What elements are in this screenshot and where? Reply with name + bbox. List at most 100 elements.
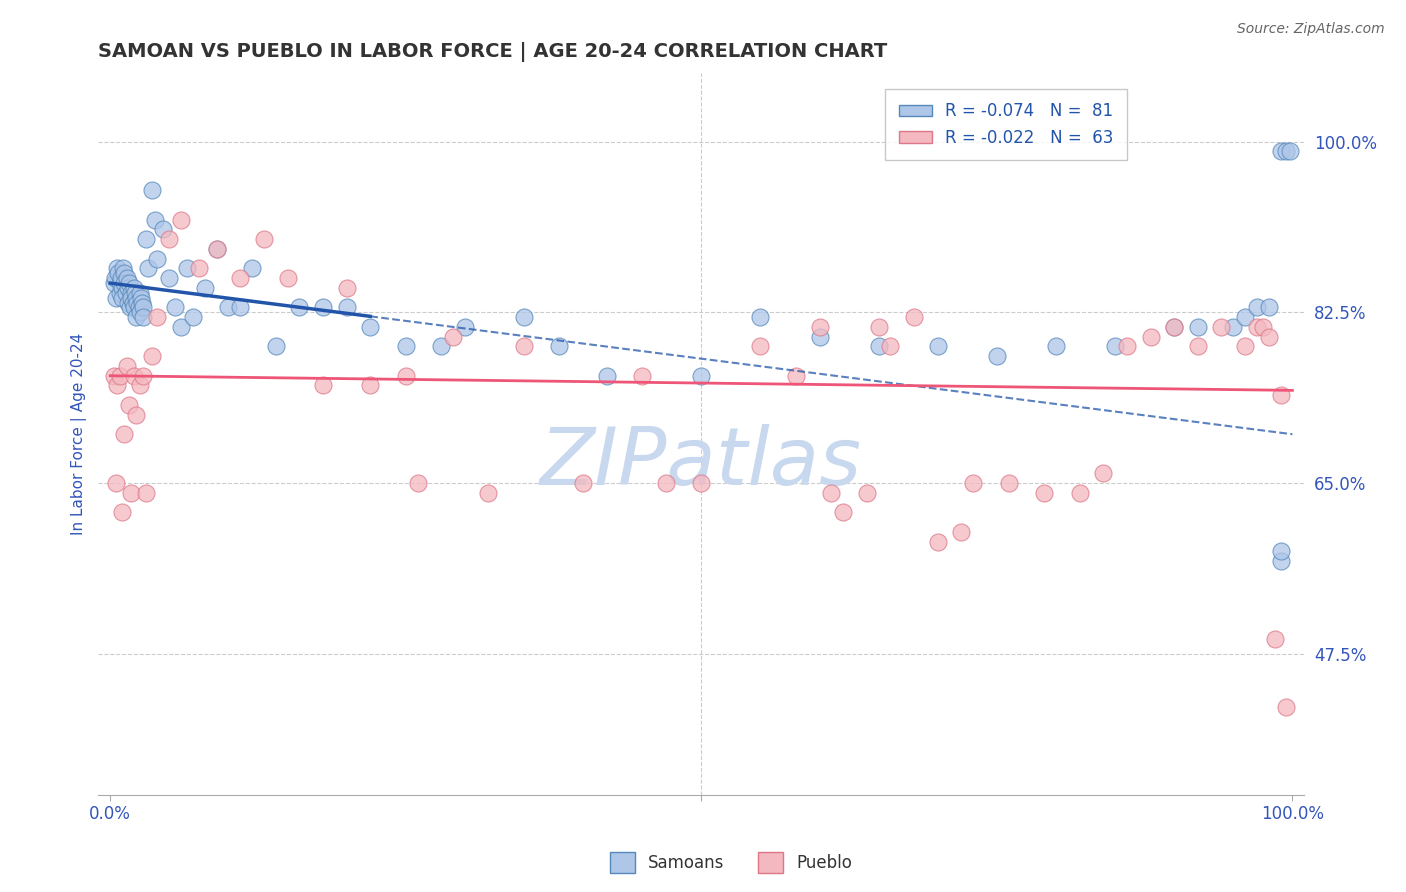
Point [105, 475, 128, 490]
Point [1270, 544, 1292, 558]
Point [336, 301, 359, 315]
Point [143, 212, 166, 227]
Point [117, 281, 139, 295]
Point [217, 301, 239, 315]
Point [1187, 339, 1209, 353]
Point [108, 276, 131, 290]
Point [105, 378, 128, 392]
Point [132, 310, 155, 325]
Point [108, 368, 131, 383]
Point [820, 485, 842, 500]
Point [105, 291, 128, 305]
Point [1222, 320, 1244, 334]
Point [112, 266, 135, 280]
Point [1163, 320, 1185, 334]
Point [120, 301, 142, 315]
Point [118, 398, 141, 412]
Point [513, 310, 536, 325]
Point [103, 368, 125, 383]
Point [112, 427, 135, 442]
Point [125, 291, 148, 305]
Point [112, 261, 135, 276]
Point [104, 271, 127, 285]
Point [152, 222, 174, 236]
Point [808, 320, 831, 334]
Point [395, 339, 418, 353]
Point [253, 232, 276, 246]
Point [112, 276, 135, 290]
Point [903, 310, 925, 325]
Point [131, 295, 153, 310]
Point [1033, 485, 1056, 500]
Point [1264, 632, 1286, 646]
Point [1234, 310, 1257, 325]
Point [110, 271, 132, 285]
Text: Source: ZipAtlas.com: Source: ZipAtlas.com [1237, 22, 1385, 37]
Point [548, 339, 571, 353]
Point [128, 378, 150, 392]
Point [128, 301, 150, 315]
Point [121, 295, 143, 310]
Point [146, 252, 169, 266]
Point [477, 485, 499, 500]
Point [127, 295, 149, 310]
Point [135, 485, 157, 500]
Point [1092, 467, 1115, 481]
Point [359, 320, 381, 334]
Point [120, 291, 142, 305]
Point [136, 261, 159, 276]
Point [1279, 145, 1302, 159]
Point [690, 475, 713, 490]
Point [1163, 320, 1185, 334]
Point [1257, 329, 1279, 343]
Point [111, 281, 134, 295]
Point [749, 310, 772, 325]
Point [181, 310, 204, 325]
Point [122, 281, 145, 295]
Point [120, 285, 142, 300]
Point [1069, 485, 1091, 500]
Point [288, 301, 311, 315]
Point [115, 359, 138, 373]
Point [176, 261, 198, 276]
Point [111, 505, 134, 519]
Point [276, 271, 298, 285]
Point [157, 232, 180, 246]
Point [927, 339, 949, 353]
Point [572, 475, 595, 490]
Point [1257, 301, 1279, 315]
Point [655, 475, 678, 490]
Point [596, 368, 619, 383]
Point [1275, 700, 1298, 714]
Point [122, 368, 145, 383]
Point [631, 368, 654, 383]
Point [832, 505, 855, 519]
Point [868, 320, 890, 334]
Point [808, 329, 831, 343]
Y-axis label: In Labor Force | Age 20-24: In Labor Force | Age 20-24 [72, 333, 87, 535]
Point [1115, 339, 1137, 353]
Point [170, 320, 193, 334]
Point [122, 301, 145, 315]
Point [135, 232, 157, 246]
Point [312, 301, 335, 315]
Point [868, 339, 890, 353]
Point [205, 242, 228, 256]
Point [1211, 320, 1233, 334]
Point [125, 310, 148, 325]
Point [1270, 145, 1292, 159]
Point [1187, 320, 1209, 334]
Point [336, 281, 359, 295]
Point [986, 349, 1008, 363]
Point [927, 534, 949, 549]
Point [1104, 339, 1126, 353]
Text: SAMOAN VS PUEBLO IN LABOR FORCE | AGE 20-24 CORRELATION CHART: SAMOAN VS PUEBLO IN LABOR FORCE | AGE 20… [98, 42, 887, 62]
Point [194, 281, 217, 295]
Point [879, 339, 901, 353]
Point [120, 485, 142, 500]
Point [1234, 339, 1257, 353]
Point [441, 329, 464, 343]
Point [1246, 301, 1268, 315]
Point [132, 368, 155, 383]
Point [749, 339, 772, 353]
